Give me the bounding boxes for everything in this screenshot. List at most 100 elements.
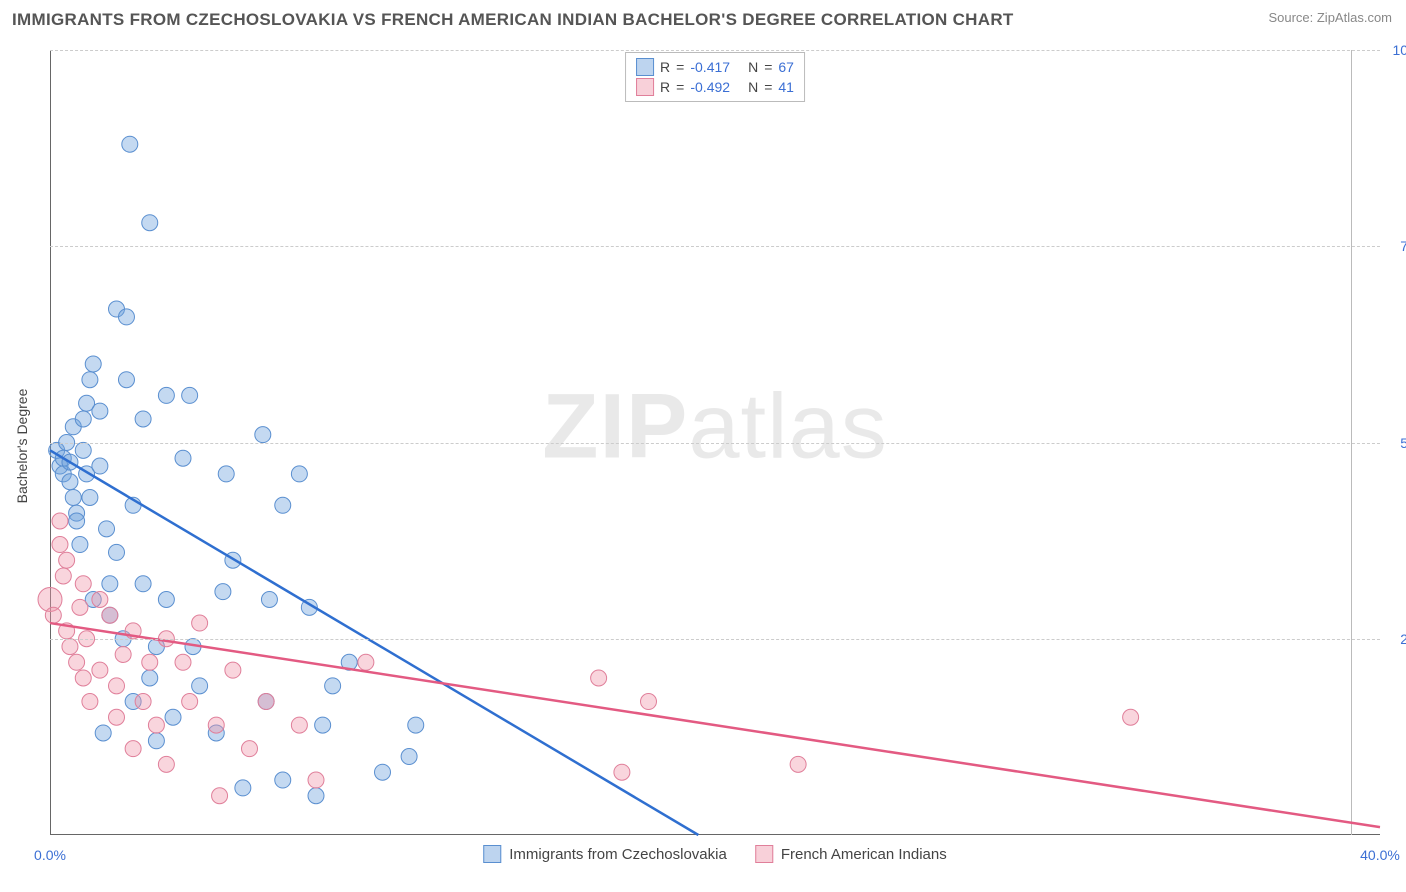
gridline: [50, 50, 1380, 51]
gridline: [50, 639, 1380, 640]
data-point: [125, 741, 141, 757]
page-title: IMMIGRANTS FROM CZECHOSLOVAKIA VS FRENCH…: [12, 10, 1014, 30]
data-point: [142, 670, 158, 686]
data-point: [109, 678, 125, 694]
data-point: [55, 568, 71, 584]
data-point: [1123, 709, 1139, 725]
swatch-pink-icon: [636, 78, 654, 96]
y-tick-label: 75.0%: [1385, 238, 1406, 254]
data-point: [790, 756, 806, 772]
data-point: [212, 788, 228, 804]
data-point: [92, 458, 108, 474]
data-point: [62, 639, 78, 655]
legend-series: Immigrants from Czechoslovakia French Am…: [483, 845, 947, 863]
data-point: [122, 136, 138, 152]
data-point: [182, 387, 198, 403]
data-point: [215, 584, 231, 600]
data-point: [175, 450, 191, 466]
y-tick-label: 100.0%: [1385, 42, 1406, 58]
swatch-pink-icon: [755, 845, 773, 863]
data-point: [75, 411, 91, 427]
data-point: [182, 694, 198, 710]
data-point: [308, 772, 324, 788]
data-point: [165, 709, 181, 725]
data-point: [401, 749, 417, 765]
data-point: [591, 670, 607, 686]
data-point: [82, 489, 98, 505]
data-point: [75, 576, 91, 592]
data-point: [109, 544, 125, 560]
data-point: [75, 670, 91, 686]
data-point: [275, 772, 291, 788]
data-point: [118, 309, 134, 325]
data-point: [408, 717, 424, 733]
data-point: [92, 403, 108, 419]
data-point: [118, 372, 134, 388]
gridline: [50, 246, 1380, 247]
x-tick-label: 0.0%: [34, 847, 66, 863]
data-point: [158, 592, 174, 608]
data-point: [45, 607, 61, 623]
data-point: [69, 513, 85, 529]
data-point: [358, 654, 374, 670]
data-point: [75, 442, 91, 458]
data-point: [308, 788, 324, 804]
y-tick-label: 50.0%: [1385, 435, 1406, 451]
data-point: [148, 733, 164, 749]
data-point: [158, 387, 174, 403]
data-point: [135, 694, 151, 710]
data-point: [72, 537, 88, 553]
data-point: [142, 215, 158, 231]
data-point: [225, 662, 241, 678]
data-point: [65, 489, 81, 505]
data-point: [69, 654, 85, 670]
data-point: [92, 662, 108, 678]
data-point: [208, 717, 224, 733]
swatch-blue-icon: [483, 845, 501, 863]
chart-area: ZIPatlas R = -0.417 N = 67 R = -0.492 N …: [50, 50, 1380, 835]
x-tick-label: 40.0%: [1360, 847, 1400, 863]
data-point: [315, 717, 331, 733]
source-label: Source: ZipAtlas.com: [1268, 10, 1392, 25]
data-point: [62, 474, 78, 490]
data-point: [92, 592, 108, 608]
data-point: [242, 741, 258, 757]
gridline: [50, 443, 1380, 444]
data-point: [261, 592, 277, 608]
legend-label: Immigrants from Czechoslovakia: [509, 846, 727, 863]
data-point: [375, 764, 391, 780]
data-point: [135, 576, 151, 592]
data-point: [99, 521, 115, 537]
data-point: [109, 709, 125, 725]
data-point: [192, 678, 208, 694]
data-point: [291, 717, 307, 733]
regression-line: [50, 450, 698, 835]
data-point: [115, 646, 131, 662]
data-point: [52, 537, 68, 553]
data-point: [175, 654, 191, 670]
data-point: [614, 764, 630, 780]
data-point: [255, 427, 271, 443]
data-point: [102, 576, 118, 592]
data-point: [641, 694, 657, 710]
data-point: [158, 756, 174, 772]
data-point: [218, 466, 234, 482]
data-point: [275, 497, 291, 513]
data-point: [95, 725, 111, 741]
data-point: [72, 599, 88, 615]
data-point: [142, 654, 158, 670]
legend-stats: R = -0.417 N = 67 R = -0.492 N = 41: [625, 52, 805, 102]
data-point: [52, 513, 68, 529]
data-point: [258, 694, 274, 710]
data-point: [192, 615, 208, 631]
swatch-blue-icon: [636, 58, 654, 76]
data-point: [135, 411, 151, 427]
data-point: [102, 607, 118, 623]
data-point: [59, 552, 75, 568]
data-point: [148, 717, 164, 733]
data-point: [82, 372, 98, 388]
data-point: [291, 466, 307, 482]
legend-label: French American Indians: [781, 846, 947, 863]
data-point: [82, 694, 98, 710]
data-point: [235, 780, 251, 796]
